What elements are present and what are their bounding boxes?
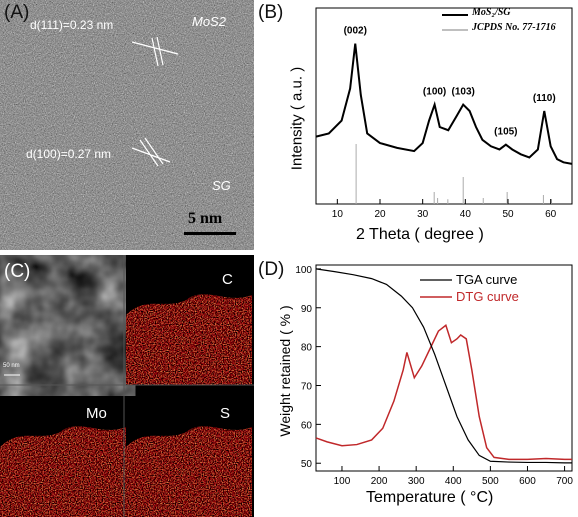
panel-b-xrd: 10 20 30 40 50 60 (002) (100) (103) (105) (110) (… [256, 0, 578, 250]
tga-xtick-label: 400 [445, 476, 462, 487]
tga-plot-frame [315, 264, 573, 472]
xrd-xtick-label: 10 [332, 209, 344, 220]
panel-c-label: (C) [4, 261, 31, 282]
legend-tga: TGA curve [456, 272, 518, 287]
tga-ytick-label: 80 [301, 343, 313, 354]
xrd-xtick-label: 20 [374, 209, 386, 220]
tga-xlabel: Temperature ( °C) [366, 489, 494, 506]
panel-d-tga: 100 200 300 400 500 600 700 50 60 70 80 90 100 (D) … [256, 255, 578, 517]
scale-bar-label: 5 nm [188, 210, 223, 227]
panel-d-label: (D) [258, 259, 285, 280]
lattice-d100-label: d(100)=0.27 nm [26, 147, 112, 161]
tga-ytick-label: 70 [301, 381, 313, 392]
tga-ylabel: Weight retained ( % ) [277, 305, 293, 437]
tga-xtick-label: 300 [408, 476, 425, 487]
legend-mos2sg: MoS₂/SG [472, 7, 511, 18]
hrtem-image [0, 0, 254, 250]
tga-xtick-label: 100 [334, 476, 351, 487]
xrd-xtick-label: 30 [417, 209, 429, 220]
tga-xtick-label: 500 [482, 476, 499, 487]
xrd-chart: 10 20 30 40 50 60 (002) (100) (103) (105) (110) [315, 7, 573, 220]
tga-ytick-label: 50 [301, 459, 313, 470]
mos2-label: MoS2 [192, 14, 226, 29]
xrd-xlabel: 2 Theta ( degree ) [356, 226, 484, 243]
tga-xtick-label: 700 [556, 476, 573, 487]
lattice-d111-label: d(111)=0.23 nm [30, 18, 114, 32]
stem-scale-label: 50 nm [3, 363, 20, 369]
xrd-peak-label: (110) [533, 93, 556, 104]
xrd-peak-label: (002) [344, 26, 367, 37]
xrd-xtick-label: 50 [502, 209, 514, 220]
xrd-curve [315, 43, 573, 165]
dtg-curve [315, 323, 572, 461]
xrd-ylabel: Intensity ( a.u. ) [288, 66, 306, 171]
tga-ytick-label: 100 [295, 265, 312, 276]
xrd-peak-label: (100) [423, 87, 446, 98]
tga-xtick-label: 200 [371, 476, 388, 487]
scale-bar [184, 232, 236, 235]
map-label-mo: Mo [86, 405, 107, 422]
map-label-c: C [222, 271, 233, 288]
xrd-xtick-label: 40 [460, 209, 472, 220]
legend-jcpds: JCPDS No. 77-1716 [472, 22, 556, 33]
eds-maps [0, 255, 254, 517]
legend-dtg: DTG curve [456, 289, 519, 304]
xrd-peak-label: (105) [494, 127, 517, 138]
panel-b-label: (B) [258, 2, 284, 23]
tga-curve [315, 268, 572, 464]
sg-label: SG [212, 178, 231, 193]
panel-a-label: (A) [4, 2, 30, 23]
tga-ytick-label: 90 [301, 304, 313, 315]
panel-a-hrtem: (A) d(111)=0.23 nm MoS2 d(100)=0.27 nm S… [0, 0, 254, 250]
xrd-peak-label: (103) [452, 87, 475, 98]
panel-c-eds: (C) 50 nm C Mo S [0, 255, 254, 517]
map-label-s: S [220, 405, 231, 422]
xrd-plot-frame [315, 7, 573, 205]
tga-chart: 100 200 300 400 500 600 700 50 60 70 80 90 100 [295, 264, 573, 487]
tga-xtick-label: 600 [519, 476, 536, 487]
xrd-xtick-label: 60 [545, 209, 557, 220]
tga-ytick-label: 60 [301, 420, 313, 431]
